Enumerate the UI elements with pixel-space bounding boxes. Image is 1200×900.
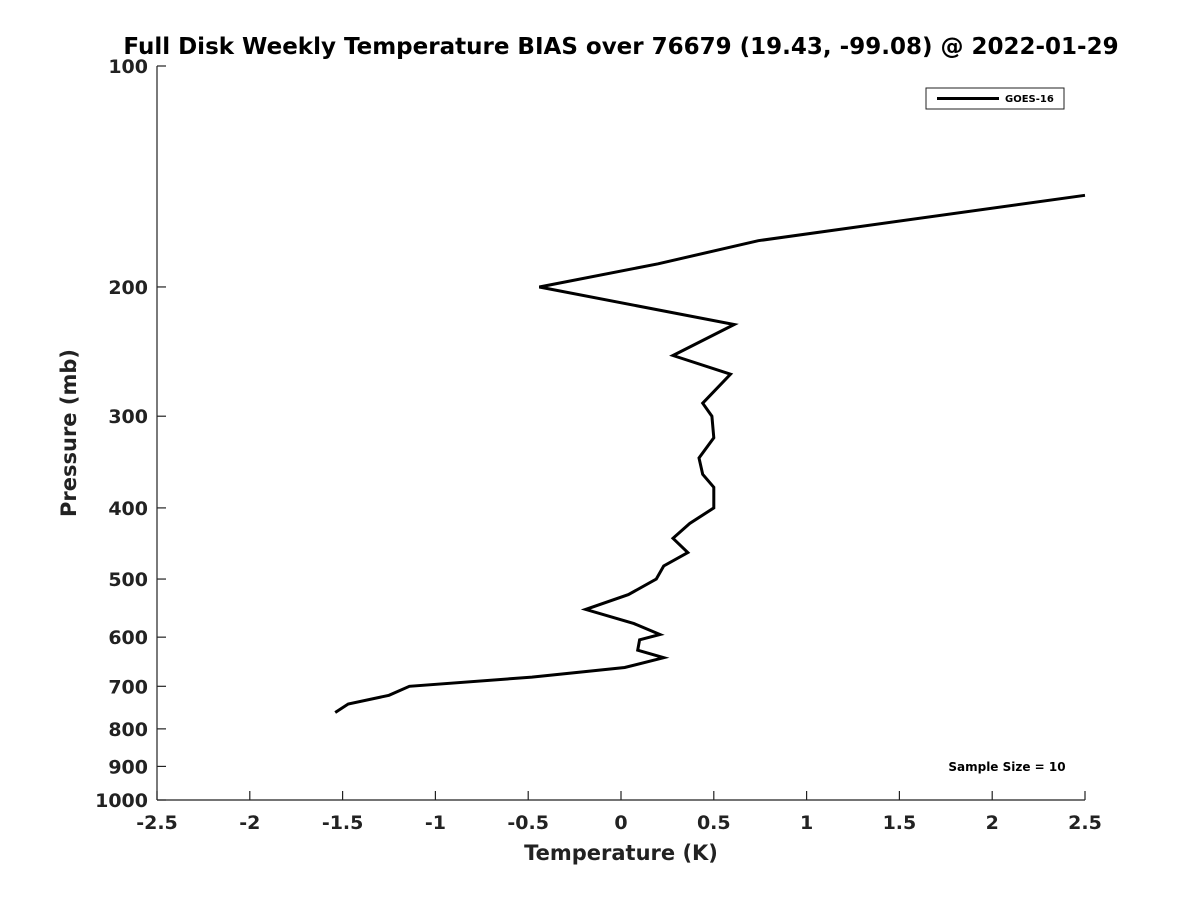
y-tick-label: 100 <box>108 56 148 78</box>
y-tick-label: 300 <box>108 406 148 428</box>
y-tick-label: 1000 <box>95 790 148 812</box>
x-tick-label: 0.5 <box>697 812 731 834</box>
legend: GOES-16 <box>925 87 1065 110</box>
x-tick-label: -2.5 <box>136 812 178 834</box>
x-axis-label: Temperature (K) <box>524 841 718 865</box>
x-tick-label: 2.5 <box>1068 812 1102 834</box>
x-tick-label: -1 <box>425 812 446 834</box>
y-tick-label: 800 <box>108 719 148 741</box>
y-tick-label: 700 <box>108 676 148 698</box>
y-tick-label: 500 <box>108 569 148 591</box>
x-tick-label: -0.5 <box>507 812 549 834</box>
x-tick-label: 2 <box>986 812 999 834</box>
legend-label-goes-16: GOES-16 <box>1005 94 1054 105</box>
x-tick-label: 0 <box>614 812 627 834</box>
x-tick-label: 1.5 <box>883 812 917 834</box>
series-line-goes-16 <box>334 193 1086 714</box>
y-axis-ticks: 100 200 300 400 500 600 700 800 900 1000 <box>95 56 166 812</box>
x-axis-ticks: -2.5 -2 -1.5 -1 -0.5 0 0.5 1 1.5 2 2.5 <box>136 791 1102 834</box>
y-tick-label: 200 <box>108 277 148 299</box>
y-tick-label: 600 <box>108 627 148 649</box>
sample-size-annotation: Sample Size = 10 <box>948 760 1065 774</box>
y-tick-label: 400 <box>108 498 148 520</box>
x-tick-label: 1 <box>800 812 813 834</box>
y-axis-label: Pressure (mb) <box>57 349 81 517</box>
x-tick-label: -2 <box>239 812 260 834</box>
y-tick-label: 900 <box>108 756 148 778</box>
x-tick-label: -1.5 <box>322 812 364 834</box>
series-layer <box>334 193 1086 714</box>
chart-title: Full Disk Weekly Temperature BIAS over 7… <box>123 34 1118 60</box>
